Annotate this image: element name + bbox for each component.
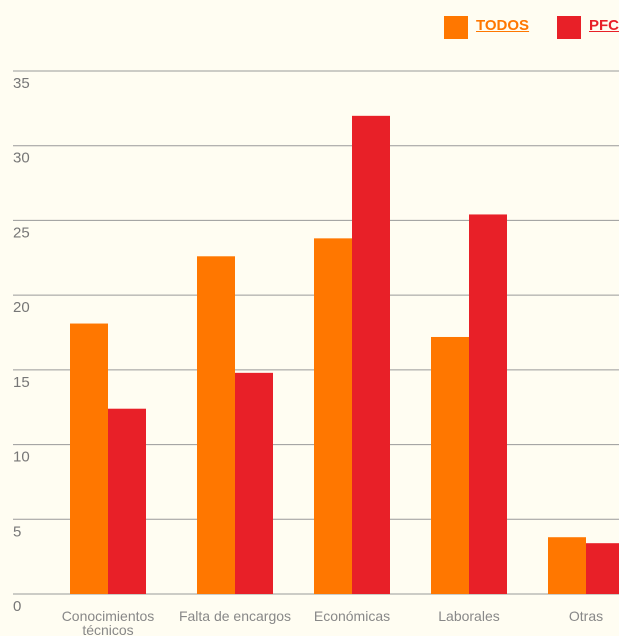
x-tick-label: Otras <box>568 608 604 624</box>
bar <box>586 543 619 594</box>
bar <box>235 372 273 594</box>
y-tick-label: 35 <box>13 75 30 92</box>
y-tick-label: 10 <box>13 449 30 466</box>
bar <box>70 323 108 594</box>
x-tick-label: Laborales <box>438 608 500 624</box>
bar <box>431 336 469 594</box>
y-tick-label: 5 <box>13 523 21 540</box>
legend-swatch[interactable] <box>557 16 581 39</box>
legend-swatch[interactable] <box>444 16 468 39</box>
legend-label[interactable]: PFC <box>589 17 619 34</box>
x-tick-label: Económicas <box>313 608 391 624</box>
y-tick-label: 20 <box>13 299 30 316</box>
y-tick-label: 25 <box>13 224 30 241</box>
bar <box>548 537 586 594</box>
x-tick-label: Falta de encargos <box>178 608 292 624</box>
y-tick-label: 0 <box>13 598 21 615</box>
x-tick-label: Conocimientos técnicos <box>61 608 155 636</box>
y-tick-label: 30 <box>13 150 30 167</box>
bar <box>108 408 146 594</box>
bar <box>314 238 352 595</box>
legend-label[interactable]: TODOS <box>476 17 530 34</box>
bar <box>197 256 235 594</box>
y-tick-label: 15 <box>13 374 30 391</box>
bar <box>352 115 390 594</box>
bar <box>469 214 507 595</box>
